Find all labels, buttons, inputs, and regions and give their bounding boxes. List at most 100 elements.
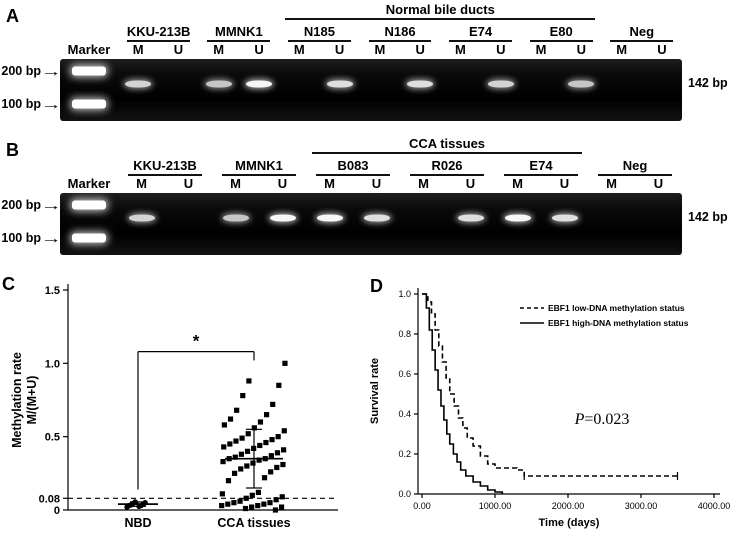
panel-b-group-KKU-213B: KKU-213B <box>118 157 212 176</box>
panel-b-gel-lane-MMNK1-U <box>259 193 306 255</box>
panel-a-gel-area: Normal bile ducts KKU-213B MMNK1 N185 N186 E7… <box>60 2 682 121</box>
panel-b-gel-lane-KKU-213B-U <box>165 193 212 255</box>
sample-label: R026 <box>410 157 484 176</box>
panel-a-gel-image <box>60 59 682 121</box>
lane-label-M: M <box>418 176 429 191</box>
dna-band <box>407 80 434 88</box>
panel-b-marker-label: Marker <box>67 176 111 191</box>
panel-a-gel-lane-MMNK1-U <box>239 59 279 121</box>
panel-b-group-E74: E74 <box>494 157 588 176</box>
right-arrow-icon: → <box>40 197 62 214</box>
lane-label-M: M <box>606 176 617 191</box>
size-label: 100 bp <box>1 230 41 245</box>
lane-label-U: U <box>183 176 194 191</box>
panel-a-gel-lane-N186-M <box>360 59 400 121</box>
panel-a-group-N186: N186 <box>360 23 441 42</box>
sample-label: Neg <box>610 23 674 42</box>
sample-label: E74 <box>504 157 578 176</box>
data-point-square <box>273 497 279 503</box>
lane-label-M: M <box>293 42 305 57</box>
dna-band <box>363 214 390 222</box>
y-axis-title: M/(M+U) <box>25 376 39 425</box>
panel-a-gel-lane-KKU-213B-U <box>158 59 198 121</box>
panel-b-lanes-row: Marker M U M U M U M U M U M U <box>60 176 682 193</box>
y-tick-label: 0.0 <box>398 489 411 499</box>
lane-label-M: M <box>455 42 466 57</box>
data-point-square <box>227 441 233 447</box>
panel-a-group-N185: N185 <box>279 23 360 42</box>
lane-label-M: M <box>230 176 241 191</box>
data-point-square <box>249 492 255 498</box>
y-tick-label: 0.2 <box>398 449 411 459</box>
significance-asterisk: * <box>193 332 200 351</box>
panel-b-letter: B <box>6 140 19 160</box>
panel-c-letter: C <box>2 274 15 294</box>
km-curve-dashed <box>422 293 678 477</box>
sample-label: MMNK1 <box>222 157 296 176</box>
panel-b-gel-lanes-Neg <box>588 193 682 255</box>
panel-d-letter: D <box>370 276 383 296</box>
panel-a-gel-lane-KKU-213B-M <box>118 59 158 121</box>
data-point-square <box>257 442 263 449</box>
panel-c-methylation-scatter-chart: 00.08 0.5 1.0 1.5 Methylation rate M/(M+U) NBD… <box>10 284 338 530</box>
panel-a-group-KKU-213B: KKU-213B <box>118 23 199 42</box>
dna-band <box>551 214 578 222</box>
data-point-square <box>255 489 262 495</box>
lane-label-U: U <box>334 42 345 57</box>
data-point-square <box>240 393 246 399</box>
data-point-square <box>267 500 273 506</box>
dna-band <box>487 80 514 88</box>
dna-band <box>457 214 484 222</box>
panel-a-gel-lane-N186-U <box>400 59 440 121</box>
y-axis-title: Methylation rate <box>10 352 24 448</box>
panel-a-gel-lanes-E74 <box>440 59 521 121</box>
data-point-square <box>219 491 225 497</box>
data-point-square <box>270 401 276 407</box>
lane-label-U: U <box>277 176 288 191</box>
panel-a-letter: A <box>6 6 19 26</box>
panel-a-gel-lane-Neg-U <box>642 59 682 121</box>
panel-b-gel-lane-R026-M <box>400 193 447 255</box>
lane-label-U: U <box>371 176 382 191</box>
y-tick-label: 1.0 <box>45 358 60 370</box>
panel-a-marker-label: Marker <box>67 42 111 57</box>
data-point-square <box>221 444 227 450</box>
data-point-square <box>231 500 237 506</box>
dna-band <box>205 80 232 88</box>
panel-a-gel-lane-MMNK1-M <box>199 59 239 121</box>
data-point-square <box>225 501 231 507</box>
panel-b-header-row: CCA tissues <box>60 136 682 154</box>
panel-a-group-E80: E80 <box>521 23 602 42</box>
size-label: 200 bp <box>1 64 41 79</box>
sample-label: KKU-213B <box>126 23 190 42</box>
dna-band <box>246 80 273 88</box>
legend-label: EBF1 low-DNA methylation status <box>548 303 685 313</box>
data-point-square <box>232 470 238 476</box>
panel-a-gel-lanes-KKU-213B <box>118 59 199 121</box>
data-point-square <box>239 435 245 441</box>
data-point-square <box>278 504 285 510</box>
data-point-square <box>225 478 232 484</box>
panel-a-gel-lanes-MMNK1 <box>199 59 280 121</box>
dna-band <box>504 214 531 222</box>
data-point-square <box>261 501 267 507</box>
product-size-label: 142 bp <box>688 75 728 90</box>
data-point-square <box>219 503 225 509</box>
y-tick-label: 1.5 <box>45 285 60 297</box>
dna-band <box>128 214 155 222</box>
panel-d-survival-chart: 0.0 0.2 0.4 0.6 0.8 1.0 0.00 1000.00 2000.00 3000… <box>369 288 730 529</box>
data-point-square <box>268 453 274 459</box>
y-tick-label: 0.4 <box>398 409 411 419</box>
panel-a-gel-lane-E80-M <box>521 59 561 121</box>
data-point-square <box>269 437 275 443</box>
panel-a-gel-lane-E80-U <box>561 59 601 121</box>
y-axis-title: Survival rate <box>369 358 381 424</box>
lane-label-M: M <box>213 42 225 57</box>
